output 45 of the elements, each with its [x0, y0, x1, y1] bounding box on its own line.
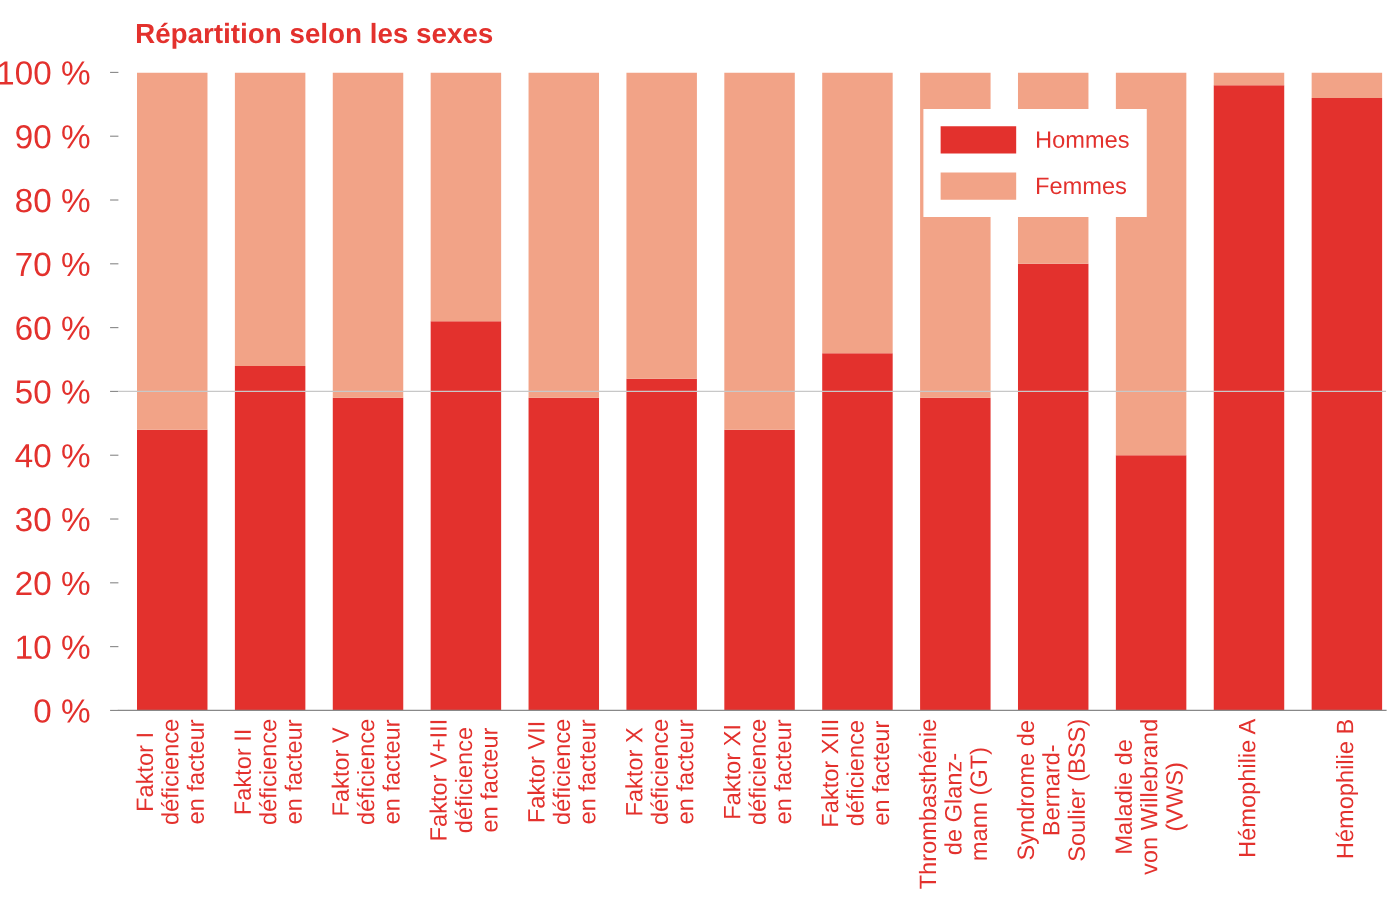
y-tick-label: 90 % — [16, 125, 90, 149]
y-tick-label: 0 % — [34, 699, 90, 723]
bar — [822, 353, 893, 711]
y-tick-label: 40 % — [15, 444, 90, 468]
bar — [1115, 455, 1187, 711]
chart-title: Répartition selon les sexes — [136, 22, 493, 49]
bar — [234, 72, 306, 366]
bar — [332, 397, 404, 711]
y-tick-label: 50 % — [15, 380, 90, 404]
bar — [822, 72, 893, 354]
x-tick-label: Maladie de von Willebrand (VWS) — [1114, 720, 1188, 875]
bar — [626, 378, 697, 711]
y-tick-label: 30 % — [15, 507, 90, 532]
y-tick-label: 70 % — [16, 252, 90, 277]
x-tick-label: Faktor VII déficience en facteur — [527, 719, 596, 825]
x-tick-label: Hémophilie A — [1237, 718, 1261, 856]
y-tick-label: 60 % — [16, 316, 90, 341]
bar — [920, 397, 991, 711]
x-tick-label: Faktor I déficience en facteur — [135, 719, 205, 825]
bar — [234, 365, 306, 711]
bar — [1213, 72, 1285, 86]
y-tick-label: 20 % — [16, 571, 90, 596]
bar — [332, 72, 404, 398]
x-tick-label: Hémophilie B — [1335, 720, 1359, 858]
y-tick-label: 80 % — [16, 188, 90, 213]
bar — [137, 72, 208, 430]
bar — [1311, 72, 1383, 98]
bar — [137, 429, 208, 711]
bar — [626, 72, 697, 379]
x-tick-label: Faktor V+III déficience en facteur — [429, 720, 498, 840]
y-tick-label: 10 % — [17, 635, 90, 660]
bar — [1017, 263, 1089, 711]
bar — [724, 429, 795, 711]
x-tick-label: Faktor XIII déficience en facteur — [821, 720, 890, 826]
bar — [528, 72, 600, 398]
legend-label: Femmes — [1037, 177, 1127, 195]
x-tick-label: Syndrome de Bernard- Soulier (BSS) — [1016, 720, 1090, 861]
bar — [1311, 97, 1383, 711]
legend-label: Hommes — [1037, 131, 1129, 148]
bar — [724, 72, 795, 430]
bar — [528, 397, 600, 711]
bar — [430, 321, 502, 711]
bar — [1213, 85, 1285, 711]
bar — [430, 72, 502, 322]
x-tick-label: Thrombasthénie de Glanz- mann (GT) — [918, 719, 992, 889]
